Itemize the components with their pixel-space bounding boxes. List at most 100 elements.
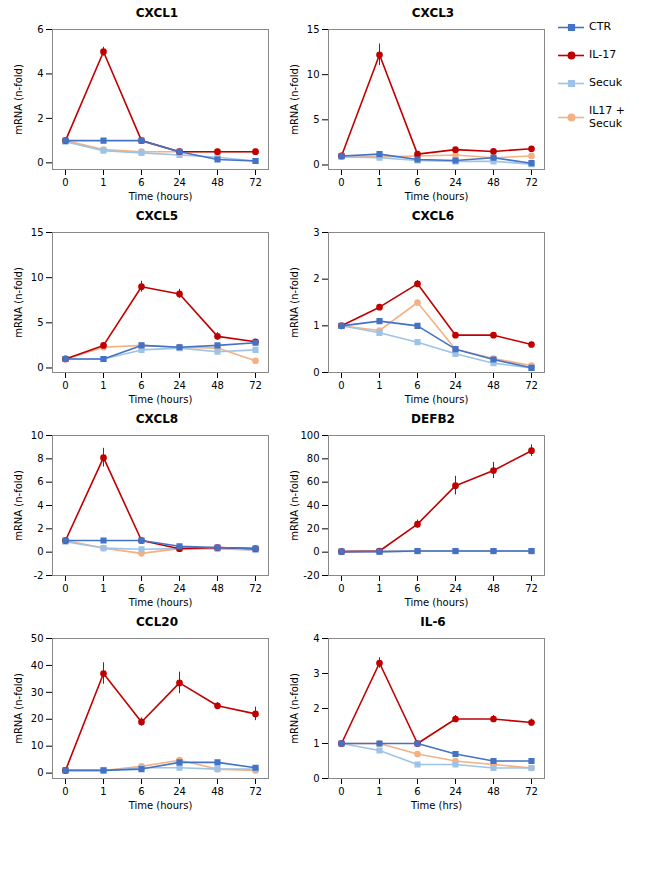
svg-text:-2: -2: [34, 570, 44, 581]
svg-text:5: 5: [313, 114, 319, 125]
svg-text:72: 72: [525, 177, 538, 188]
svg-text:mRNA (n-fold): mRNA (n-fold): [13, 673, 24, 744]
svg-text:6: 6: [414, 583, 420, 594]
svg-text:Time (hrs): Time (hrs): [410, 800, 462, 811]
svg-text:1: 1: [100, 786, 106, 797]
svg-text:5: 5: [37, 317, 43, 328]
svg-text:Time (hours): Time (hours): [404, 191, 469, 202]
svg-text:mRNA (n-fold): mRNA (n-fold): [289, 64, 300, 135]
svg-text:48: 48: [211, 177, 224, 188]
svg-text:1: 1: [100, 380, 106, 391]
svg-text:48: 48: [487, 177, 500, 188]
svg-text:1: 1: [100, 583, 106, 594]
svg-text:10: 10: [307, 69, 320, 80]
svg-text:0: 0: [62, 583, 68, 594]
svg-text:0: 0: [313, 159, 319, 170]
svg-text:72: 72: [525, 786, 538, 797]
svg-text:72: 72: [249, 786, 262, 797]
svg-text:1: 1: [313, 320, 319, 331]
svg-text:0: 0: [338, 786, 344, 797]
svg-text:0: 0: [62, 177, 68, 188]
svg-text:40: 40: [307, 500, 320, 511]
svg-text:4: 4: [313, 633, 319, 644]
svg-text:Time (hours): Time (hours): [404, 394, 469, 405]
svg-text:Time (hours): Time (hours): [128, 191, 193, 202]
svg-text:8: 8: [37, 453, 43, 464]
svg-text:24: 24: [173, 380, 186, 391]
svg-text:4: 4: [37, 68, 43, 79]
svg-text:6: 6: [414, 177, 420, 188]
svg-text:1: 1: [376, 380, 382, 391]
svg-text:0: 0: [338, 380, 344, 391]
svg-text:0: 0: [338, 177, 344, 188]
svg-text:80: 80: [307, 453, 320, 464]
svg-text:Time (hours): Time (hours): [128, 394, 193, 405]
svg-text:0: 0: [37, 767, 43, 778]
svg-text:48: 48: [487, 380, 500, 391]
svg-text:10: 10: [31, 272, 44, 283]
svg-text:72: 72: [525, 583, 538, 594]
svg-text:0: 0: [313, 773, 319, 784]
svg-text:1: 1: [313, 738, 319, 749]
svg-text:15: 15: [31, 227, 44, 238]
svg-text:0: 0: [62, 380, 68, 391]
svg-text:2: 2: [37, 113, 43, 124]
svg-text:4: 4: [37, 500, 43, 511]
svg-text:0: 0: [37, 157, 43, 168]
svg-text:0: 0: [62, 786, 68, 797]
svg-text:0: 0: [338, 583, 344, 594]
svg-text:-20: -20: [303, 570, 319, 581]
svg-text:6: 6: [138, 177, 144, 188]
svg-text:0: 0: [37, 362, 43, 373]
svg-text:15: 15: [307, 24, 320, 35]
svg-text:10: 10: [31, 740, 44, 751]
svg-text:72: 72: [525, 380, 538, 391]
svg-text:Time (hours): Time (hours): [128, 597, 193, 608]
svg-text:6: 6: [37, 476, 43, 487]
svg-text:6: 6: [414, 380, 420, 391]
svg-text:48: 48: [211, 583, 224, 594]
svg-text:0: 0: [313, 546, 319, 557]
svg-text:24: 24: [173, 177, 186, 188]
svg-text:0: 0: [313, 367, 319, 378]
svg-text:3: 3: [313, 227, 319, 238]
svg-text:48: 48: [487, 583, 500, 594]
svg-text:24: 24: [449, 177, 462, 188]
svg-text:6: 6: [37, 24, 43, 35]
svg-text:2: 2: [313, 703, 319, 714]
svg-text:0: 0: [37, 546, 43, 557]
svg-text:1: 1: [376, 583, 382, 594]
svg-text:24: 24: [173, 583, 186, 594]
svg-text:mRNA (n-fold): mRNA (n-fold): [289, 267, 300, 338]
svg-text:6: 6: [138, 786, 144, 797]
svg-text:30: 30: [31, 687, 44, 698]
svg-text:24: 24: [173, 786, 186, 797]
svg-text:50: 50: [31, 633, 44, 644]
svg-text:72: 72: [249, 583, 262, 594]
svg-text:100: 100: [300, 430, 319, 441]
svg-text:1: 1: [376, 786, 382, 797]
svg-text:mRNA (n-fold): mRNA (n-fold): [13, 64, 24, 135]
svg-text:mRNA (n-fold): mRNA (n-fold): [289, 673, 300, 744]
svg-text:72: 72: [249, 177, 262, 188]
svg-text:2: 2: [37, 523, 43, 534]
svg-text:Time (hours): Time (hours): [128, 800, 193, 811]
svg-text:6: 6: [138, 583, 144, 594]
svg-text:2: 2: [313, 273, 319, 284]
svg-text:6: 6: [414, 786, 420, 797]
svg-text:10: 10: [31, 430, 44, 441]
svg-text:3: 3: [313, 668, 319, 679]
svg-text:1: 1: [376, 177, 382, 188]
svg-text:20: 20: [307, 523, 320, 534]
svg-text:mRNA (n-fold): mRNA (n-fold): [289, 470, 300, 541]
svg-text:24: 24: [449, 583, 462, 594]
svg-text:48: 48: [487, 786, 500, 797]
svg-text:24: 24: [449, 786, 462, 797]
svg-text:20: 20: [31, 713, 44, 724]
svg-text:1: 1: [100, 177, 106, 188]
svg-text:40: 40: [31, 660, 44, 671]
svg-text:24: 24: [449, 380, 462, 391]
svg-text:mRNA (n-fold): mRNA (n-fold): [13, 267, 24, 338]
svg-text:6: 6: [138, 380, 144, 391]
svg-text:72: 72: [249, 380, 262, 391]
